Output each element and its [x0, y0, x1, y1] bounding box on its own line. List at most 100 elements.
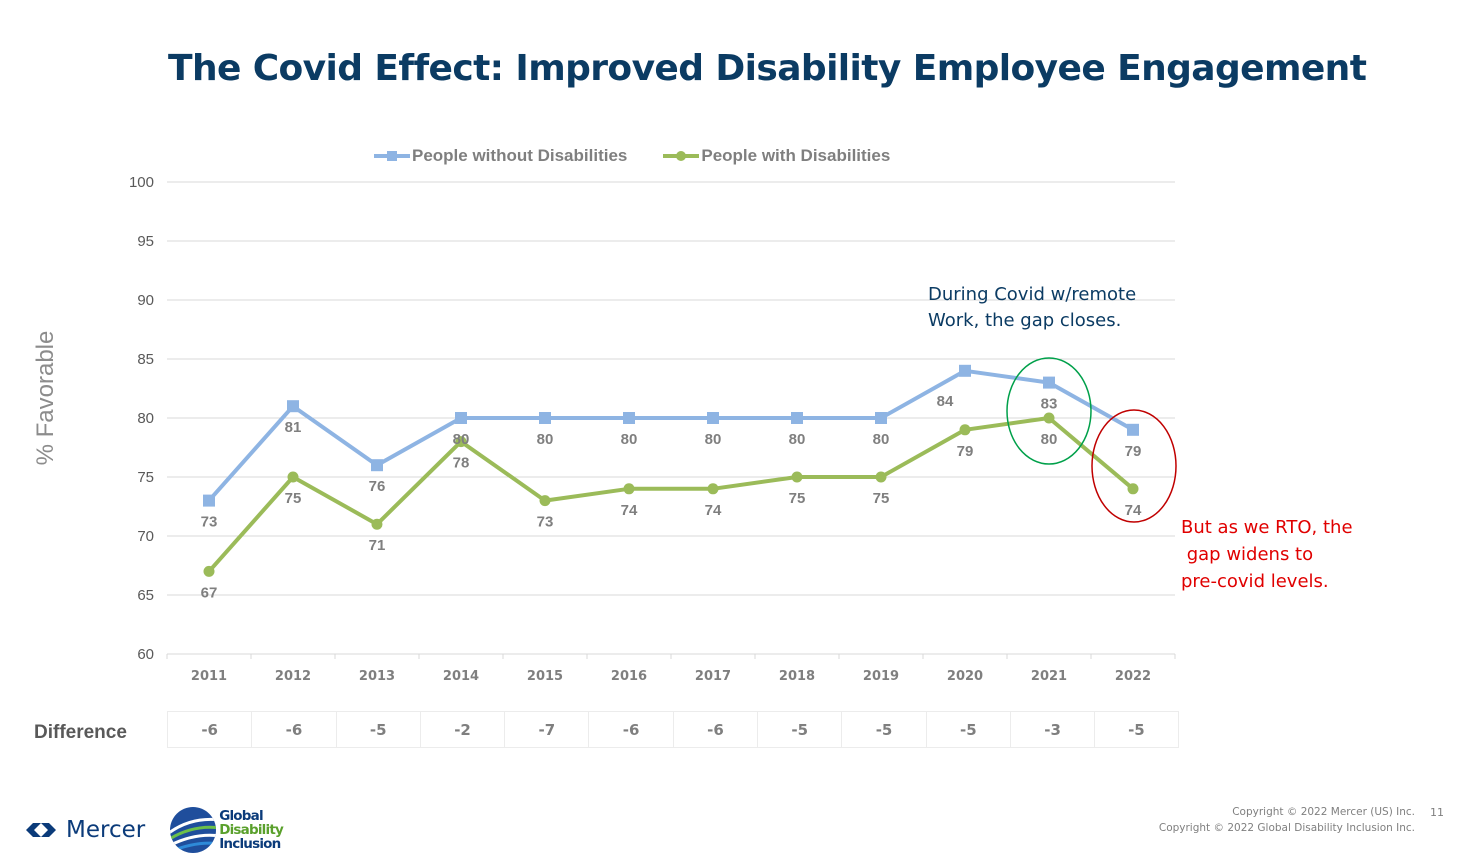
- y-tick-label: 80: [137, 410, 154, 427]
- legend-label-with: People with Disabilities: [701, 146, 891, 165]
- y-tick-label: 100: [129, 174, 154, 191]
- data-point-circle: [791, 471, 803, 483]
- legend-label-without: People without Disabilities: [412, 146, 628, 165]
- data-point-circle: [371, 518, 383, 530]
- difference-cell: -5: [757, 712, 841, 747]
- data-point-circle: [455, 436, 467, 448]
- gdi-text-disability: Disability: [219, 822, 284, 838]
- data-point-circle: [1127, 483, 1139, 495]
- line-chart: 60 65 70 75 80 85 90 95 100 2011 2012 2013 2014 2015…: [129, 174, 1177, 684]
- copyright-gdi: Copyright © 2022 Global Disability Inclu…: [1158, 822, 1415, 834]
- data-point-circle: [707, 483, 719, 495]
- difference-table: -6 -6 -5 -2 -7 -6 -6 -5 -5 -5 -3 -5: [167, 711, 1179, 748]
- data-label: 80: [537, 431, 554, 448]
- data-label: 84: [937, 393, 954, 410]
- data-labels: 73 81 76 80 80 80 80 80 80 84 83 79 67 75 71 78 73 74 74 75…: [201, 393, 1142, 602]
- covid-annotation-line-1: During Covid w/remote: [928, 284, 1137, 305]
- difference-cell: -7: [504, 712, 588, 747]
- difference-cell: -2: [419, 712, 504, 747]
- data-label: 73: [201, 514, 218, 531]
- data-point-circle: [287, 471, 299, 483]
- data-label: 78: [453, 455, 470, 472]
- data-point-square: [959, 364, 971, 377]
- data-label: 75: [285, 490, 302, 507]
- data-label: 80: [705, 431, 722, 448]
- data-point-circle: [539, 495, 551, 507]
- x-tick-label: 2021: [1031, 669, 1067, 684]
- difference-row-label: Difference: [34, 722, 127, 743]
- mercer-logo-icon: [26, 823, 56, 837]
- difference-cell: -5: [1094, 712, 1179, 747]
- rto-annotation: But as we RTO, the gap widens to pre-cov…: [1181, 517, 1353, 592]
- copyright-notice: Copyright © 2022 Mercer (US) Inc. Copyri…: [1159, 804, 1415, 836]
- data-label: 73: [537, 514, 554, 531]
- page-number: 11: [1430, 806, 1444, 819]
- square-marker-icon: [374, 151, 410, 161]
- legend-item-without: People without Disabilities: [374, 146, 627, 166]
- data-point-circle: [1043, 412, 1055, 424]
- data-point-circle: [203, 565, 215, 577]
- slide-title: The Covid Effect: Improved Disability Em…: [168, 48, 1367, 89]
- covid-annotation: During Covid w/remote Work, the gap clos…: [928, 282, 1136, 334]
- data-label: 81: [285, 419, 302, 436]
- x-tick-label: 2018: [779, 669, 815, 684]
- mercer-logo: Mercer: [24, 817, 145, 843]
- gdi-globe-icon: [170, 807, 217, 853]
- data-point-circle: [623, 483, 635, 495]
- x-axis-ticks: 2011 2012 2013 2014 2015 2016 2017 2018 2019 2020…: [166, 654, 1176, 684]
- data-point-square: [539, 412, 551, 424]
- difference-cell: -5: [925, 712, 1010, 747]
- y-tick-label: 95: [137, 233, 154, 250]
- x-tick-label: 2016: [611, 669, 647, 684]
- difference-cell: -6: [672, 712, 757, 747]
- y-tick-label: 75: [137, 469, 154, 486]
- legend-item-with: People with Disabilities: [663, 146, 890, 166]
- y-tick-label: 85: [137, 351, 154, 368]
- data-label: 79: [957, 443, 974, 460]
- difference-cell: -6: [251, 712, 335, 747]
- y-axis-ticks: 60 65 70 75 80 85 90 95 100: [129, 174, 154, 663]
- series-lines: [207, 368, 1135, 573]
- data-point-square: [1127, 423, 1139, 436]
- difference-cell: -5: [335, 712, 420, 747]
- gdi-logo-text: Global Disability Inclusion: [219, 809, 284, 852]
- highlight-ellipse-2021: [1006, 357, 1092, 465]
- y-tick-label: 90: [137, 292, 154, 309]
- data-label: 79: [1125, 443, 1142, 460]
- highlight-ellipse-2022: [1091, 409, 1177, 523]
- data-point-square: [623, 412, 635, 424]
- data-label: 80: [621, 431, 638, 448]
- y-tick-label: 60: [137, 646, 154, 663]
- data-label: 74: [1125, 502, 1142, 519]
- data-label: 75: [789, 490, 806, 507]
- difference-cell: -3: [1009, 712, 1094, 747]
- data-label: 74: [705, 502, 722, 519]
- y-tick-label: 70: [137, 528, 154, 545]
- x-tick-label: 2022: [1115, 669, 1151, 684]
- data-point-square: [203, 494, 215, 507]
- x-tick-label: 2011: [191, 669, 227, 684]
- data-label: 71: [369, 537, 386, 554]
- gdi-text-inclusion: Inclusion: [219, 836, 281, 852]
- highlight-ellipses: [1006, 357, 1177, 523]
- covid-annotation-line-2: Work, the gap closes.: [928, 310, 1122, 331]
- data-label: 80: [789, 431, 806, 448]
- x-tick-label: 2017: [695, 669, 731, 684]
- x-tick-label: 2020: [947, 669, 983, 684]
- data-label: 75: [873, 490, 890, 507]
- circle-marker-icon: [663, 151, 700, 161]
- data-point-square: [791, 412, 803, 424]
- footer-logos: Mercer Global Disability Inclusion: [24, 806, 284, 854]
- data-point-square: [371, 459, 383, 472]
- data-point-circle: [875, 471, 887, 483]
- data-point-square: [1043, 376, 1055, 389]
- difference-cell: -6: [167, 712, 251, 747]
- gdi-logo: Global Disability Inclusion: [169, 806, 284, 854]
- series-line-without-disabilities: [207, 368, 1134, 502]
- data-label: 74: [621, 502, 638, 519]
- data-label: 80: [1041, 431, 1058, 448]
- copyright-mercer: Copyright © 2022 Mercer (US) Inc.: [1232, 806, 1415, 818]
- data-label: 80: [453, 431, 470, 448]
- difference-cell: -6: [588, 712, 672, 747]
- x-tick-label: 2015: [527, 669, 563, 684]
